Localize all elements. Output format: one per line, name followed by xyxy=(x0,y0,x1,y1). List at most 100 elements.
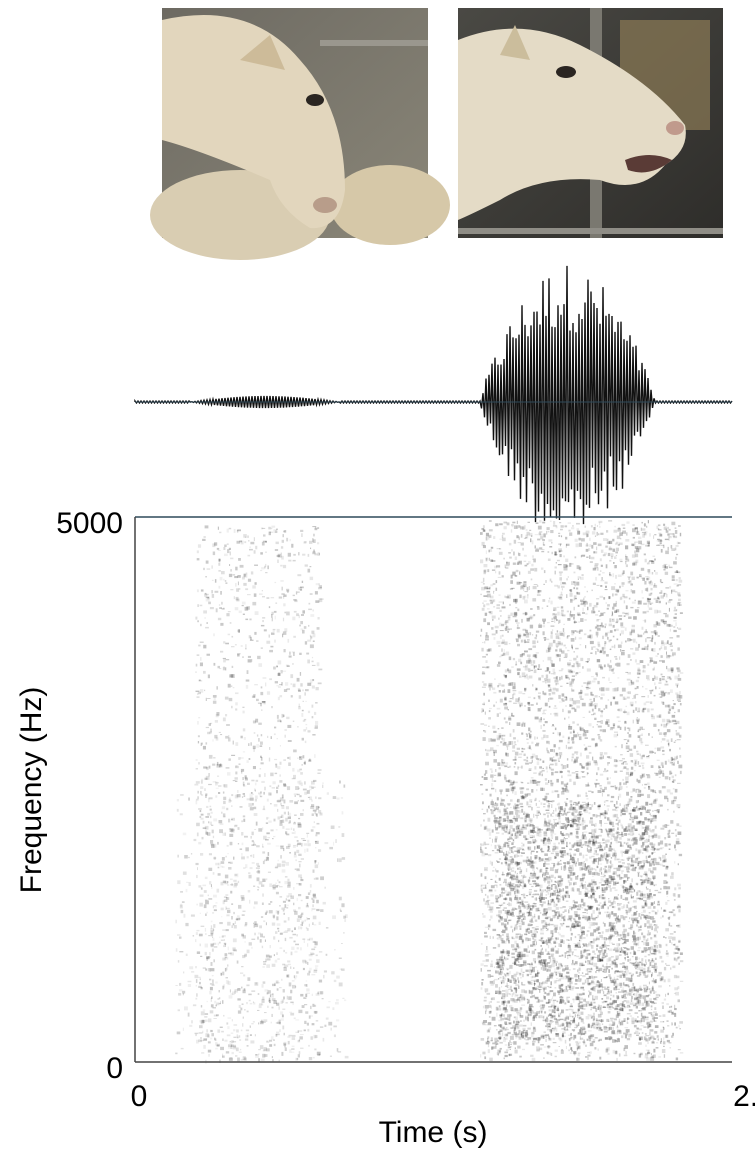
spectrogram-speck xyxy=(293,975,295,978)
spectrogram-speck xyxy=(511,936,514,939)
spectrogram-speck xyxy=(250,636,252,640)
spectrogram-speck xyxy=(245,1029,250,1032)
spectrogram-speck xyxy=(573,962,576,965)
spectrogram-speck xyxy=(312,1003,315,1007)
spectrogram-speck xyxy=(500,862,503,865)
spectrogram-speck xyxy=(222,900,225,905)
spectrogram-speck xyxy=(646,576,651,580)
spectrogram-speck xyxy=(626,532,628,536)
spectrogram-speck xyxy=(532,867,535,871)
spectrogram-speck xyxy=(545,929,549,932)
spectrogram-speck xyxy=(481,672,486,675)
spectrogram-speck xyxy=(488,717,491,720)
spectrogram-speck xyxy=(599,773,604,776)
spectrogram-speck xyxy=(235,765,239,769)
spectrogram-speck xyxy=(212,872,215,875)
spectrogram-speck xyxy=(333,841,335,846)
spectrogram-speck xyxy=(260,933,263,938)
spectrogram-speck xyxy=(533,938,537,942)
spectrogram-speck xyxy=(482,913,484,915)
spectrogram-speck xyxy=(244,536,247,538)
spectrogram-speck xyxy=(305,905,309,908)
spectrogram-speck xyxy=(211,975,214,977)
spectrogram-speck xyxy=(491,685,493,689)
spectrogram-speck xyxy=(569,731,572,734)
spectrogram-speck xyxy=(599,651,602,654)
spectrogram-speck xyxy=(284,1043,286,1048)
spectrogram-speck xyxy=(613,562,615,564)
spectrogram-speck xyxy=(524,611,527,616)
spectrogram-speck xyxy=(283,783,286,786)
spectrogram-speck xyxy=(517,633,521,637)
spectrogram-speck xyxy=(261,1019,263,1023)
spectrogram-speck xyxy=(261,541,265,546)
spectrogram-speck xyxy=(312,539,316,543)
spectrogram-speck xyxy=(566,636,569,639)
spectrogram-speck xyxy=(249,793,253,798)
spectrogram-speck xyxy=(616,978,618,980)
spectrogram-speck xyxy=(633,964,637,966)
spectrogram-speck xyxy=(279,684,282,686)
spectrogram-speck xyxy=(287,960,291,963)
spectrogram-speck xyxy=(487,1040,490,1043)
spectrogram-speck xyxy=(298,783,302,785)
spectrogram-speck xyxy=(253,748,255,752)
spectrogram-speck xyxy=(231,903,234,905)
spectrogram-speck xyxy=(534,897,538,901)
spectrogram-speck xyxy=(199,641,204,643)
spectrogram-speck xyxy=(672,944,676,946)
spectrogram-speck xyxy=(491,615,496,619)
spectrogram-speck xyxy=(300,813,304,816)
spectrogram-speck xyxy=(215,902,218,904)
spectrogram-speck xyxy=(269,649,273,653)
spectrogram-speck xyxy=(555,752,558,755)
spectrogram-speck xyxy=(487,924,491,928)
spectrogram-speck xyxy=(600,823,602,827)
spectrogram-speck xyxy=(280,846,284,850)
spectrogram-speck xyxy=(543,992,547,995)
spectrogram-speck xyxy=(619,656,621,660)
spectrogram-speck xyxy=(616,874,621,878)
spectrogram-speck xyxy=(314,1011,317,1014)
spectrogram-speck xyxy=(677,584,682,586)
spectrogram-speck xyxy=(675,732,680,736)
spectrogram-speck xyxy=(264,859,268,862)
spectrogram-speck xyxy=(299,652,302,655)
spectrogram-speck xyxy=(275,530,278,533)
spectrogram-speck xyxy=(667,668,671,672)
spectrogram-speck xyxy=(291,1048,295,1050)
spectrogram-speck xyxy=(263,629,267,632)
spectrogram-speck xyxy=(671,575,675,579)
spectrogram-speck xyxy=(614,1051,618,1055)
spectrogram-speck xyxy=(227,772,231,776)
spectrogram-speck xyxy=(314,553,318,556)
spectrogram-speck xyxy=(577,934,581,936)
spectrogram-speck xyxy=(647,598,652,600)
spectrogram-speck xyxy=(311,804,315,807)
spectrogram-speck xyxy=(657,596,660,600)
spectrogram-speck xyxy=(593,542,597,545)
spectrogram-speck xyxy=(207,1041,211,1044)
spectrogram-speck xyxy=(214,905,217,907)
spectrogram-speck xyxy=(225,979,229,984)
spectrogram-speck xyxy=(523,537,526,539)
spectrogram-speck xyxy=(589,968,593,971)
spectrogram-speck xyxy=(634,764,637,767)
spectrogram-speck xyxy=(195,979,198,983)
spectrogram-speck xyxy=(548,698,550,700)
spectrogram-speck xyxy=(257,889,259,891)
spectrogram-speck xyxy=(224,580,227,582)
spectrogram-speck xyxy=(279,823,283,826)
spectrogram-speck xyxy=(640,543,645,546)
spectrogram-speck xyxy=(597,805,601,810)
spectrogram-speck xyxy=(576,1047,578,1051)
spectrogram-speck xyxy=(518,951,523,955)
spectrogram-speck xyxy=(560,528,563,531)
spectrogram-speck xyxy=(670,1005,673,1008)
spectrogram-speck xyxy=(311,630,315,634)
spectrogram-speck xyxy=(664,795,668,800)
spectrogram-speck xyxy=(639,936,641,940)
spectrogram-speck xyxy=(493,759,497,763)
spectrogram-speck xyxy=(677,709,680,713)
spectrogram-speck xyxy=(662,753,665,756)
